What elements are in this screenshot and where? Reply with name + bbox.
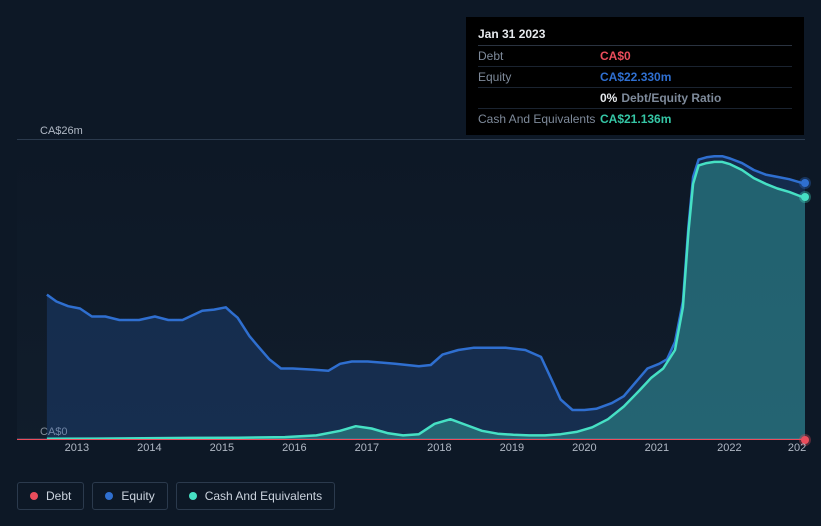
- tooltip-row: DebtCA$0: [478, 46, 792, 67]
- tooltip-row-value: CA$22.330m: [600, 70, 792, 84]
- chart-tooltip: Jan 31 2023 DebtCA$0EquityCA$22.330m0%De…: [466, 17, 804, 135]
- x-tick: 2013: [65, 442, 89, 454]
- x-tick: 2019: [500, 442, 524, 454]
- plot-area[interactable]: [17, 139, 805, 439]
- legend-dot-icon: [105, 492, 113, 500]
- legend-label: Debt: [46, 489, 71, 503]
- x-tick: 2022: [717, 442, 741, 454]
- x-tick: 2020: [572, 442, 596, 454]
- x-tick: 2017: [355, 442, 379, 454]
- tooltip-row-value: 0%Debt/Equity Ratio: [600, 91, 792, 105]
- x-tick: 2021: [645, 442, 669, 454]
- legend-item[interactable]: Debt: [17, 482, 84, 510]
- tooltip-date: Jan 31 2023: [478, 23, 792, 46]
- tooltip-row-label: Equity: [478, 70, 600, 84]
- x-tick: 2018: [427, 442, 451, 454]
- cash-end-dot: [801, 193, 809, 201]
- legend-item[interactable]: Cash And Equivalents: [176, 482, 335, 510]
- tooltip-row-label: Cash And Equivalents: [478, 112, 600, 126]
- legend-label: Cash And Equivalents: [205, 489, 322, 503]
- tooltip-row-value: CA$0: [600, 49, 792, 63]
- tooltip-row-suffix: Debt/Equity Ratio: [621, 91, 721, 105]
- x-tick: 2014: [137, 442, 161, 454]
- x-tick: 2016: [282, 442, 306, 454]
- tooltip-row: 0%Debt/Equity Ratio: [478, 88, 792, 109]
- x-tick: 2015: [210, 442, 234, 454]
- tooltip-row-value: CA$21.136m: [600, 112, 792, 126]
- x-tick: 202: [788, 442, 806, 454]
- y-axis-max-label: CA$26m: [40, 125, 83, 137]
- chart-svg: [17, 140, 805, 440]
- x-axis: 2013201420152016201720182019202020212022…: [17, 442, 805, 458]
- legend: Debt Equity Cash And Equivalents: [17, 482, 335, 510]
- equity-end-dot: [801, 179, 809, 187]
- legend-item[interactable]: Equity: [92, 482, 167, 510]
- tooltip-row-label: Debt: [478, 49, 600, 63]
- legend-label: Equity: [121, 489, 154, 503]
- legend-dot-icon: [30, 492, 38, 500]
- tooltip-row-label: [478, 91, 600, 105]
- tooltip-row: EquityCA$22.330m: [478, 67, 792, 88]
- financials-chart: CA$26m CA$0 2013201420152016201720182019…: [17, 125, 805, 445]
- legend-dot-icon: [189, 492, 197, 500]
